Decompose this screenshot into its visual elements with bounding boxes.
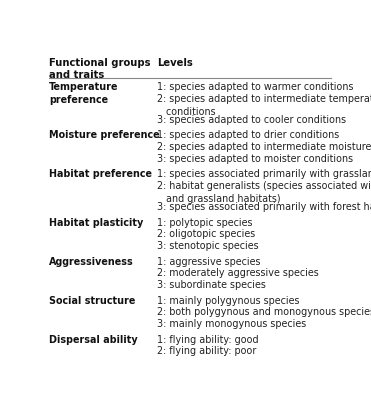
Text: 1: species adapted to warmer conditions: 1: species adapted to warmer conditions — [157, 82, 354, 92]
Text: Habitat plasticity: Habitat plasticity — [49, 217, 144, 227]
Text: 1: mainly polygynous species: 1: mainly polygynous species — [157, 295, 299, 305]
Text: 1: species associated primarily with grassland habitats: 1: species associated primarily with gra… — [157, 169, 371, 179]
Text: Levels: Levels — [157, 58, 193, 68]
Text: 2: habitat generalists (species associated with forest
   and grassland habitats: 2: habitat generalists (species associat… — [157, 181, 371, 203]
Text: 1: aggressive species: 1: aggressive species — [157, 256, 260, 266]
Text: 3: stenotopic species: 3: stenotopic species — [157, 240, 259, 251]
Text: 3: subordinate species: 3: subordinate species — [157, 279, 266, 290]
Text: 1: flying ability: good: 1: flying ability: good — [157, 334, 259, 344]
Text: 1: species adapted to drier conditions: 1: species adapted to drier conditions — [157, 130, 339, 140]
Text: 2: flying ability: poor: 2: flying ability: poor — [157, 346, 256, 355]
Text: Social structure: Social structure — [49, 295, 136, 305]
Text: 1: polytopic species: 1: polytopic species — [157, 217, 253, 227]
Text: Functional groups
and traits: Functional groups and traits — [49, 58, 151, 80]
Text: Dispersal ability: Dispersal ability — [49, 334, 138, 344]
Text: 3: mainly monogynous species: 3: mainly monogynous species — [157, 319, 306, 328]
Text: 2: moderately aggressive species: 2: moderately aggressive species — [157, 268, 319, 278]
Text: 2: species adapted to intermediate temperature
   conditions: 2: species adapted to intermediate tempe… — [157, 94, 371, 116]
Text: Moisture preference: Moisture preference — [49, 130, 160, 140]
Text: 2: both polygynous and monogynous species: 2: both polygynous and monogynous specie… — [157, 307, 371, 317]
Text: 3: species adapted to moister conditions: 3: species adapted to moister conditions — [157, 154, 353, 164]
Text: 2: oligotopic species: 2: oligotopic species — [157, 229, 255, 239]
Text: Aggressiveness: Aggressiveness — [49, 256, 134, 266]
Text: Temperature
preference: Temperature preference — [49, 82, 119, 104]
Text: 3: species adapted to cooler conditions: 3: species adapted to cooler conditions — [157, 115, 346, 125]
Text: 3: species associated primarily with forest habitats: 3: species associated primarily with for… — [157, 202, 371, 212]
Text: Habitat preference: Habitat preference — [49, 169, 152, 179]
Text: 2: species adapted to intermediate moisture conditions: 2: species adapted to intermediate moist… — [157, 142, 371, 152]
